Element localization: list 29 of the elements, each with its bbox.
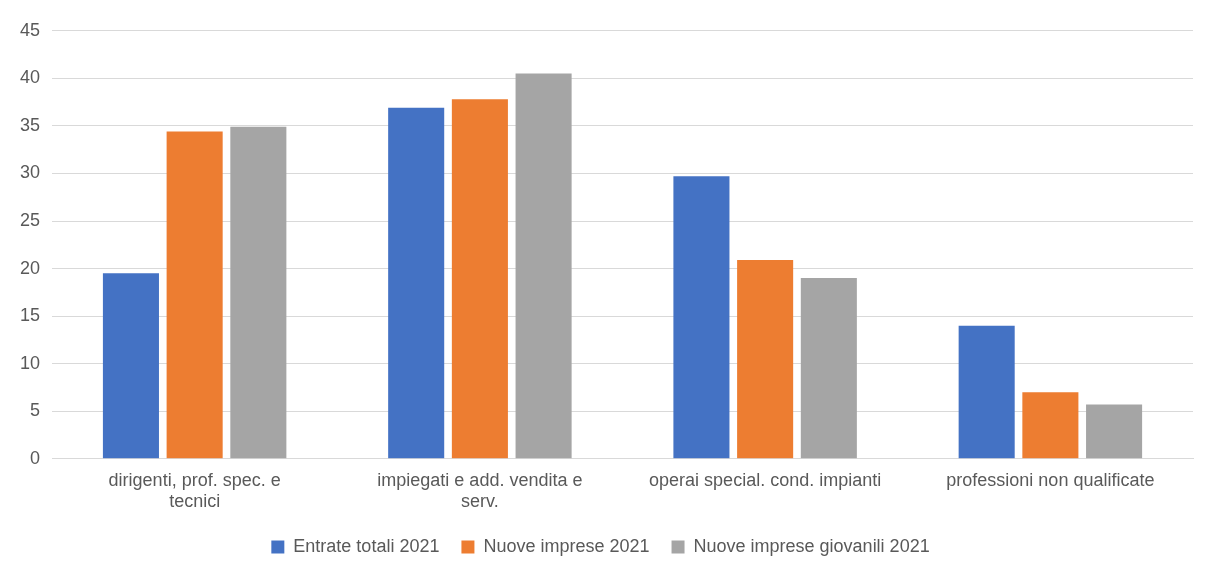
legend-label: Nuove imprese 2021 [483,535,650,556]
x-tick-label: professioni non qualificate [946,469,1155,490]
bar [166,131,223,459]
bar [1086,404,1143,459]
y-tick-label: 45 [19,19,41,40]
y-tick-label: 40 [19,67,41,88]
bar [800,278,857,459]
y-tick-label: 5 [30,400,41,421]
bar [515,73,572,459]
y-tick-label: 15 [19,305,41,326]
bar [673,176,730,459]
bar [102,273,159,459]
bar [737,260,794,459]
x-tick-label: impiegati e add. vendita e serv. [377,469,583,512]
legend-label: Nuove imprese giovanili 2021 [693,535,930,556]
bar [1022,392,1079,459]
y-tick-label: 25 [19,209,41,230]
legend-label: Entrate totali 2021 [293,535,440,556]
y-tick-label: 20 [19,257,41,278]
bar [958,325,1015,459]
x-tick-label: dirigenti, prof. spec. e tecnici [108,469,281,512]
y-tick-label: 0 [30,447,41,468]
bar [230,126,287,459]
y-tick-label: 10 [19,352,41,373]
y-tick-label: 35 [19,114,41,135]
bar [451,99,508,459]
bar [388,107,445,459]
x-tick-label: operai special. cond. impianti [649,469,882,490]
y-tick-label: 30 [19,162,41,183]
